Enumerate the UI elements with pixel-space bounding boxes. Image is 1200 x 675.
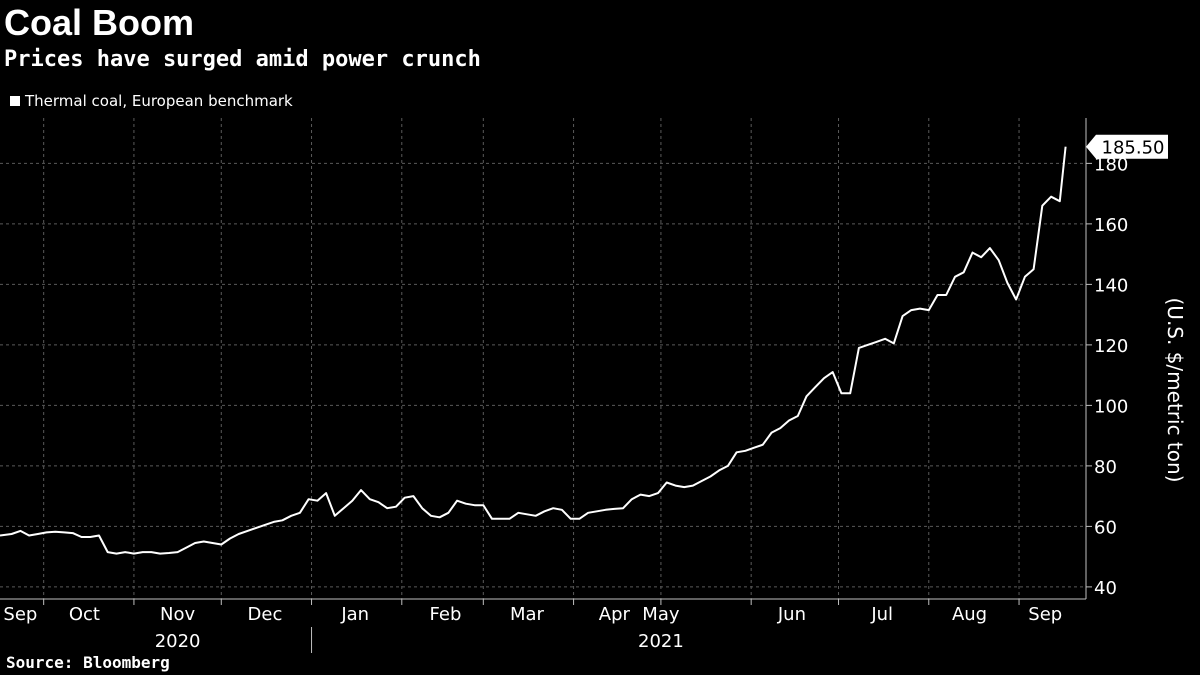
x-tick-label: Jan bbox=[340, 604, 369, 625]
x-tick-label: Mar bbox=[510, 604, 545, 625]
y-tick-label: 180 bbox=[1094, 154, 1128, 175]
last-value-label: 185.50 bbox=[1102, 138, 1165, 159]
legend-swatch bbox=[10, 96, 20, 106]
x-tick-label: Sep bbox=[3, 604, 37, 625]
source-note: Source: Bloomberg bbox=[6, 653, 170, 672]
x-tick-label: Feb bbox=[430, 604, 462, 625]
x-tick-label: Dec bbox=[248, 604, 283, 625]
price-line bbox=[0, 146, 1067, 555]
x-tick-label: Sep bbox=[1028, 604, 1062, 625]
chart-title: Coal Boom bbox=[4, 2, 195, 43]
y-tick-label: 40 bbox=[1094, 578, 1117, 599]
x-tick-label: Nov bbox=[160, 604, 195, 625]
y-tick-label: 120 bbox=[1094, 336, 1128, 357]
x-tick-label: Oct bbox=[69, 604, 100, 625]
y-axis-label-text: (U.S. $/metric ton) bbox=[1163, 297, 1187, 483]
y-tick-label: 100 bbox=[1094, 396, 1128, 417]
x-tick-label: May bbox=[642, 604, 680, 625]
y-tick-label: 140 bbox=[1094, 275, 1128, 296]
year-label: 2021 bbox=[638, 631, 684, 652]
x-tick-label: Aug bbox=[952, 604, 987, 625]
x-tick-label: Apr bbox=[599, 604, 631, 625]
legend: Thermal coal, European benchmark bbox=[10, 90, 293, 112]
chart-subtitle: Prices have surged amid power crunch bbox=[4, 47, 481, 72]
y-tick-label: 80 bbox=[1094, 457, 1117, 478]
y-tick-label: 160 bbox=[1094, 215, 1128, 236]
year-label: 2020 bbox=[155, 631, 201, 652]
x-tick-label: Jul bbox=[870, 604, 893, 625]
legend-label: Thermal coal, European benchmark bbox=[25, 92, 293, 110]
last-value-callout bbox=[1086, 134, 1168, 159]
y-tick-label: 60 bbox=[1094, 517, 1117, 538]
x-tick-label: Jun bbox=[777, 604, 806, 625]
y-axis-label: (U.S. $/metric ton) bbox=[1155, 250, 1195, 530]
